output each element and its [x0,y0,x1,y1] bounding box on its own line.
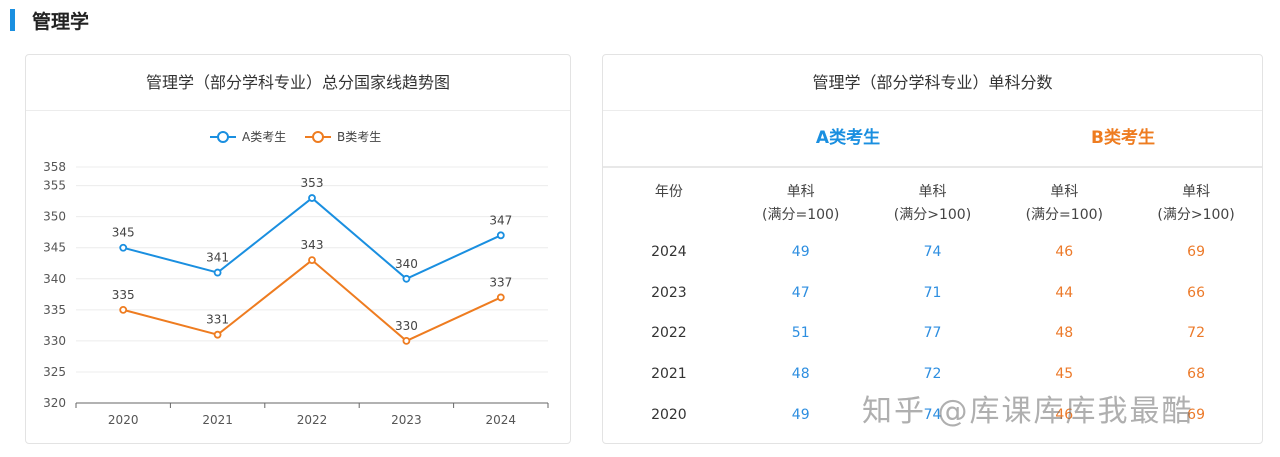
cell-a-over100: 72 [923,366,942,383]
cell-a-100: 49 [791,244,810,261]
table-row: 2022 51 77 48 72 [603,313,1262,354]
group-header-row: A类考生 B类考生 [603,111,1262,168]
y-tick-label: 325 [43,365,66,379]
y-tick-label: 340 [43,272,66,286]
cell-a-100: 51 [791,325,810,342]
data-point [213,330,222,339]
data-point [213,268,222,277]
cell-year: 2022 [651,325,687,342]
y-tick-label: 358 [43,160,66,174]
data-label: 347 [489,213,512,227]
table-title: 管理学（部分学科专业）单科分数 [603,55,1262,111]
x-tick-label: 2021 [202,413,233,427]
group-a-label: A类考生 [815,128,881,148]
chart-title: 管理学（部分学科专业）总分国家线趋势图 [26,55,570,111]
cell-b-100: 48 [1055,325,1074,342]
cell-a-over100: 71 [923,284,942,301]
data-label: 345 [112,226,135,240]
data-point [308,256,316,265]
legend-label: B类考生 [337,130,381,144]
cell-b-100: 45 [1055,366,1074,383]
line-chart: 320 325 330 335 340 345 350 355 358 2020 2021 2022 2… [43,130,549,427]
table-header-row: 年份 单科 (满分=100) 单科 (满分>100) 单科 (满分=100) 单科 (满… [603,169,1262,232]
data-point [496,231,505,240]
cell-b-over100: 68 [1187,366,1205,383]
x-tick-label: 2022 [297,413,328,427]
table-row: 2020 49 74 46 69 [603,394,1262,435]
data-point [119,243,128,252]
section-title: 管理学 [32,10,90,33]
x-tick-label: 2020 [108,413,139,427]
data-label: 340 [395,257,418,271]
header-b-over100: 单科 (满分>100) [1157,184,1235,223]
header-year: 年份 [654,184,683,200]
data-label: 330 [395,319,418,333]
section-accent-bar [10,9,15,31]
cell-b-100: 46 [1055,406,1074,423]
cell-a-over100: 77 [923,325,942,342]
data-point [496,293,505,302]
cell-a-over100: 74 [923,244,942,261]
x-tick-label: 2023 [391,413,422,427]
data-label: 341 [206,251,229,265]
header-a-100: 单科 (满分=100) [762,184,840,223]
cell-a-100: 47 [791,284,810,301]
y-tick-label: 330 [43,334,66,348]
chart-panel: 管理学（部分学科专业）总分国家线趋势图 320 325 330 335 340 345 35… [25,54,571,444]
legend-swatch-marker [312,131,324,143]
table-row: 2024 49 74 46 69 [603,232,1262,273]
cell-b-100: 46 [1055,244,1074,261]
table-row: 2021 48 72 45 68 [603,354,1262,395]
data-label: 353 [301,176,324,190]
data-label: 337 [489,275,512,289]
data-point [402,274,411,283]
data-label: 343 [301,238,324,252]
y-tick-label: 345 [43,241,66,255]
data-point [119,305,128,314]
series-line [122,258,502,343]
x-tick-label: 2024 [486,413,517,427]
y-tick-label: 355 [43,179,66,193]
group-b-label: B类考生 [1091,128,1155,148]
table-panel: 管理学（部分学科专业）单科分数 A类考生 B类考生 年份 单科 (满分=100) … [602,54,1263,444]
data-point [308,194,316,202]
data-label: 335 [112,288,135,302]
legend-label: A类考生 [242,130,286,144]
cell-year: 2020 [651,406,687,423]
data-label: 331 [206,313,229,327]
cell-b-100: 44 [1055,284,1074,301]
data-point [402,336,411,345]
cell-b-over100: 66 [1187,284,1205,301]
cell-year: 2023 [651,284,687,301]
cell-year: 2021 [651,366,687,383]
cell-b-over100: 69 [1187,244,1205,261]
table-row: 2023 47 71 44 66 [603,273,1262,314]
cell-a-100: 49 [791,406,810,423]
header-b-100: 单科 (满分=100) [1025,184,1103,223]
section-header: 管理学 [10,8,90,33]
header-a-over100: 单科 (满分>100) [893,184,972,223]
cell-a-100: 48 [791,366,810,383]
cell-b-over100: 72 [1187,325,1205,342]
y-tick-label: 320 [43,396,66,410]
y-tick-label: 350 [43,210,66,224]
score-table: 年份 单科 (满分=100) 单科 (满分>100) 单科 (满分=100) 单科 (满… [603,169,1262,435]
cell-year: 2024 [651,244,687,261]
cell-b-over100: 69 [1187,406,1205,423]
watermark-text: 知乎 @库课库库我最酷 [862,394,1194,429]
cell-a-over100: 74 [923,406,942,423]
y-tick-label: 335 [43,303,66,317]
legend-swatch-marker [217,131,229,143]
